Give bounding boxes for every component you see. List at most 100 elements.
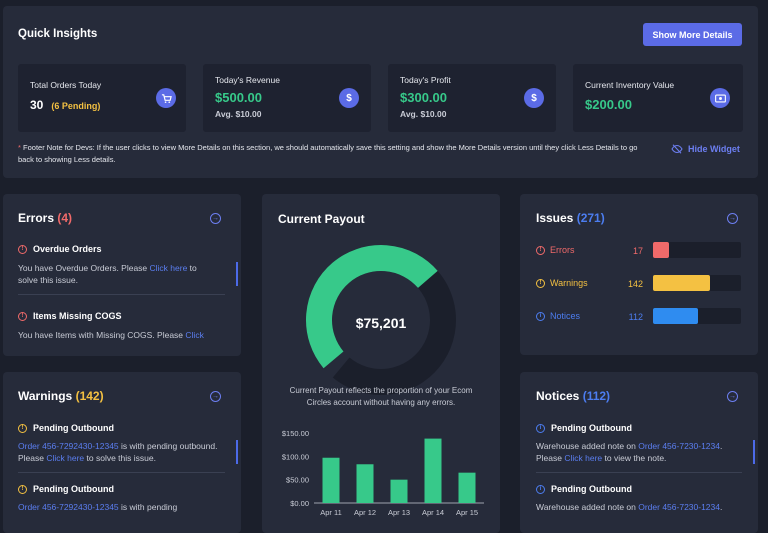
quick-insights-title: Quick Insights [18, 28, 98, 40]
todays-profit-label: Today's Profit [400, 75, 451, 85]
current-payout-panel: Current Payout $75,201 Current Payout re… [262, 194, 500, 533]
alert-icon: ! [18, 484, 27, 494]
order-link[interactable]: Order 456-7292430-12345 [18, 441, 119, 451]
pending-orders-count: (6 Pending) [51, 101, 101, 111]
payout-bar[interactable] [322, 457, 340, 503]
eye-off-icon [671, 144, 683, 154]
payout-amount: $75,201 [355, 315, 407, 331]
notice-item-head: i Pending Outbound [536, 484, 632, 494]
todays-profit-value: $300.00 [400, 90, 447, 105]
warning-item-head: ! Pending Outbound [18, 484, 114, 494]
inventory-value-amount: $200.00 [585, 97, 632, 112]
issues-warnings-row[interactable]: ! Warnings [536, 278, 588, 288]
x-tick-label: Apr 15 [456, 508, 478, 517]
total-orders-value: 30 [30, 98, 44, 112]
x-tick-label: Apr 12 [354, 508, 376, 517]
payout-description: Current Payout reflects the proportion o… [289, 386, 473, 407]
payout-bar-chart: $0.00 $50.00 $100.00 $150.00 Apr 11 Apr 12 Apr… [282, 429, 484, 517]
footer-note: * Footer Note for Devs: If the user clic… [18, 142, 653, 166]
arrow-right-icon[interactable]: → [727, 213, 738, 224]
error-click-link[interactable]: Click [185, 330, 204, 340]
error-item-text: You have Overdue Orders. Please Click he… [18, 263, 197, 285]
warnings-count: (142) [75, 389, 104, 403]
cash-icon[interactable] [710, 88, 730, 108]
todays-revenue-avg: Avg. $10.00 [215, 109, 262, 119]
issues-panel: Issues (271) → ! Errors 17 ! Warnings 14… [520, 194, 758, 355]
dollar-icon[interactable]: $ [339, 88, 359, 108]
errors-panel: Errors (4) → ! Overdue Orders You have O… [3, 194, 241, 356]
total-orders-card: Total Orders Today 30 (6 Pending) [18, 64, 186, 132]
alert-icon: ! [18, 311, 27, 321]
notice-item-text: Warehouse added note on Order 456-7230-1… [536, 441, 723, 463]
show-more-details-button[interactable]: Show More Details [643, 23, 742, 46]
warnings-title: Warnings (142) [18, 389, 104, 403]
current-payout-title: Current Payout [278, 212, 365, 226]
order-link[interactable]: Order 456-7230-1234 [638, 441, 720, 451]
quick-insights-panel: Quick Insights Show More Details Total O… [3, 6, 758, 178]
error-item-text: You have Items with Missing COGS. Please… [18, 330, 204, 340]
notices-count: (112) [582, 389, 611, 403]
payout-bar[interactable] [424, 438, 442, 503]
info-icon: i [536, 423, 545, 433]
dollar-icon[interactable]: $ [524, 88, 544, 108]
todays-revenue-card: Today's Revenue $500.00 Avg. $10.00 $ [203, 64, 371, 132]
todays-profit-avg: Avg. $10.00 [400, 109, 447, 119]
payout-bar[interactable] [458, 472, 476, 503]
warnings-panel: Warnings (142) → ! Pending Outbound Orde… [3, 372, 241, 533]
x-tick-label: Apr 14 [422, 508, 444, 517]
divider [18, 294, 225, 295]
arrow-right-icon[interactable]: → [210, 213, 221, 224]
issues-warnings-value: 142 [627, 279, 643, 289]
divider [18, 472, 225, 473]
x-tick-label: Apr 13 [388, 508, 410, 517]
cart-icon[interactable] [156, 88, 176, 108]
alert-icon: ! [536, 278, 545, 288]
todays-profit-card: Today's Profit $300.00 Avg. $10.00 $ [388, 64, 556, 132]
errors-count: (4) [57, 211, 73, 225]
hide-widget-link[interactable]: Hide Widget [671, 144, 740, 154]
issues-errors-row[interactable]: ! Errors [536, 245, 575, 255]
issues-errors-bar [653, 242, 741, 258]
issues-notices-bar-fill [653, 308, 698, 324]
payout-bar[interactable] [356, 464, 374, 503]
arrow-right-icon[interactable]: → [210, 391, 221, 402]
order-link[interactable]: Order 456-7292430-12345 [18, 502, 119, 512]
issues-errors-value: 17 [632, 246, 643, 256]
issues-warnings-bar-fill [653, 275, 710, 291]
todays-revenue-label: Today's Revenue [215, 75, 280, 85]
issues-notices-row[interactable]: i Notices [536, 311, 580, 321]
todays-revenue-value: $500.00 [215, 90, 262, 105]
y-tick-label: $50.00 [286, 476, 309, 485]
y-tick-label: $150.00 [282, 429, 309, 438]
y-tick-label: $0.00 [290, 499, 309, 508]
alert-icon: ! [18, 423, 27, 433]
order-link[interactable]: Order 456-7230-1234 [638, 502, 720, 512]
info-icon: i [536, 311, 545, 321]
info-icon: i [536, 484, 545, 494]
issues-errors-bar-fill [653, 242, 669, 258]
notices-title: Notices (112) [536, 389, 611, 403]
payout-bar[interactable] [390, 479, 408, 503]
y-tick-label: $100.00 [282, 452, 309, 461]
total-orders-label: Total Orders Today [30, 80, 102, 90]
notices-panel: Notices (112) → i Pending Outbound Wareh… [520, 372, 758, 533]
notice-click-here-link[interactable]: Click here [564, 453, 603, 463]
hide-widget-label: Hide Widget [688, 144, 740, 154]
alert-icon: ! [536, 245, 545, 255]
payout-gauge [306, 245, 456, 395]
scroll-indicator[interactable] [753, 440, 755, 464]
error-item-head: ! Items Missing COGS [18, 311, 122, 321]
issues-count: (271) [576, 211, 605, 225]
x-tick-label: Apr 11 [320, 508, 342, 517]
scroll-indicator[interactable] [236, 262, 238, 286]
arrow-right-icon[interactable]: → [727, 391, 738, 402]
warning-item-head: ! Pending Outbound [18, 423, 114, 433]
error-click-here-link[interactable]: Click here [149, 263, 188, 273]
error-item-head: ! Overdue Orders [18, 244, 102, 254]
warning-item-text: Order 456-7292430-12345 is with pending … [18, 441, 218, 463]
errors-title: Errors (4) [18, 211, 73, 225]
warning-click-here-link[interactable]: Click here [46, 453, 85, 463]
issues-title: Issues (271) [536, 211, 605, 225]
alert-icon: ! [18, 244, 27, 254]
scroll-indicator[interactable] [236, 440, 238, 464]
